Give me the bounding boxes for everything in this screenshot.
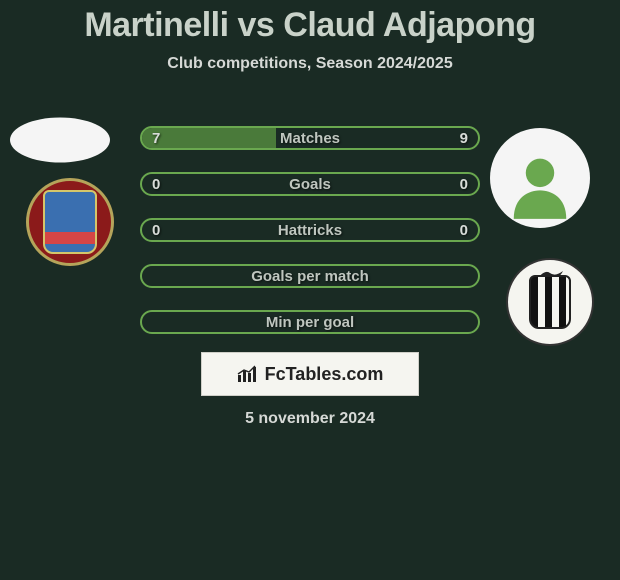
stat-label: Hattricks: [142, 220, 478, 240]
player-right-photo: [490, 128, 590, 228]
player-left-photo: [10, 118, 110, 163]
stat-val-right: [458, 266, 478, 286]
bar-chart-icon: [237, 365, 259, 383]
person-silhouette-icon: [505, 151, 575, 221]
club-badge-left: [26, 178, 114, 266]
brand-text: FcTables.com: [265, 364, 384, 385]
date: 5 november 2024: [0, 410, 620, 428]
stat-label: Min per goal: [142, 312, 478, 332]
stat-val-right: 0: [450, 174, 478, 194]
club-badge-right: [506, 258, 594, 346]
stat-val-right: [458, 312, 478, 332]
stat-row-matches: 7 Matches 9: [140, 126, 480, 150]
club-badge-left-shield: [43, 190, 97, 254]
stats-panel: 7 Matches 9 0 Goals 0 0 Hattricks 0 Goal…: [140, 126, 480, 356]
stat-val-right: 0: [450, 220, 478, 240]
club-badge-right-stripes: [529, 275, 571, 329]
stat-label: Matches: [142, 128, 478, 148]
subtitle: Club competitions, Season 2024/2025: [0, 55, 620, 73]
stat-row-goals: 0 Goals 0: [140, 172, 480, 196]
page-title: Martinelli vs Claud Adjapong: [0, 0, 620, 45]
club-badge-left-stripe: [45, 232, 95, 244]
stat-label: Goals: [142, 174, 478, 194]
stat-label: Goals per match: [142, 266, 478, 286]
stat-row-min-per-goal: Min per goal: [140, 310, 480, 334]
stat-row-goals-per-match: Goals per match: [140, 264, 480, 288]
brand-box[interactable]: FcTables.com: [201, 352, 419, 396]
stat-row-hattricks: 0 Hattricks 0: [140, 218, 480, 242]
stat-val-right: 9: [450, 128, 478, 148]
